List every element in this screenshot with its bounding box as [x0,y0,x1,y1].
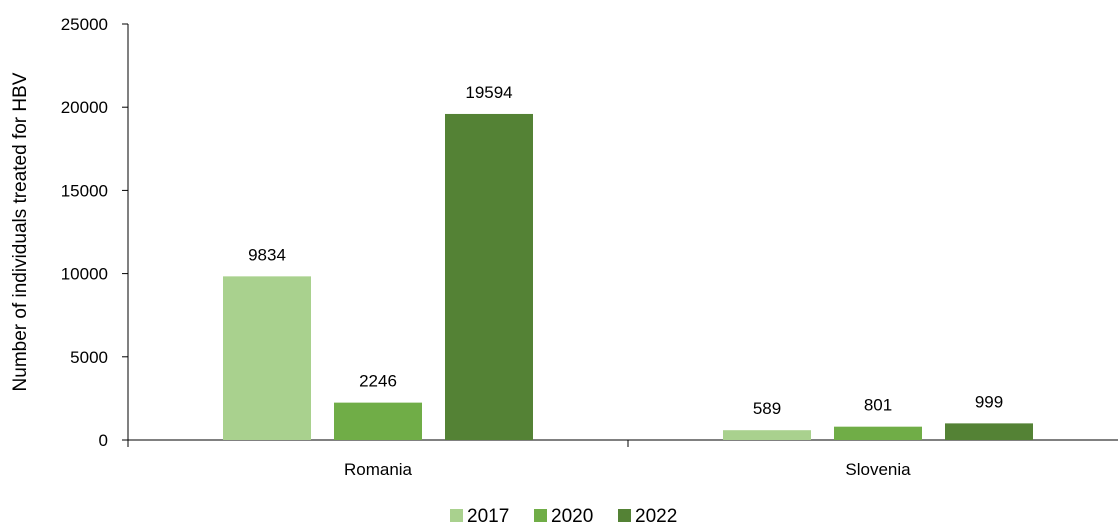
data-label: 9834 [248,245,286,264]
legend-label: 2022 [635,506,677,527]
bar-2020-romania[interactable] [334,402,422,440]
x-category-label: Slovenia [845,460,911,479]
data-label: 801 [864,396,892,415]
bar-2022-romania[interactable] [445,113,533,440]
bars [223,113,1033,440]
legend-label: 2020 [551,506,593,527]
y-axis: 0 5000 10000 15000 20000 25000 [61,15,129,450]
legend-swatch [534,509,547,522]
legend-swatch [618,509,631,522]
bar-2022-slovenia[interactable] [945,423,1033,440]
data-label: 589 [753,399,781,418]
y-tick-label: 10000 [61,265,108,284]
y-axis-title: Number of individuals treated for HBV [10,72,31,391]
legend-label: 2017 [467,506,509,527]
y-tick-label: 15000 [61,181,108,200]
x-category-label: Romania [344,460,413,479]
legend[interactable]: 2017 2020 2022 [450,506,677,527]
legend-item-2017[interactable]: 2017 [450,506,509,527]
y-tick-label: 0 [99,431,108,450]
data-label: 999 [975,392,1003,411]
legend-item-2020[interactable]: 2020 [534,506,593,527]
bar-2020-slovenia[interactable] [834,426,922,440]
x-axis: Romania Slovenia [127,439,1118,479]
data-labels: 9834 2246 19594 589 801 999 [248,83,1003,418]
y-tick-label: 5000 [70,348,108,367]
bar-2017-romania[interactable] [223,276,311,440]
legend-swatch [450,509,463,522]
y-tick-label: 25000 [61,15,108,34]
bar-2017-slovenia[interactable] [723,430,811,440]
data-label: 19594 [465,83,512,102]
legend-item-2022[interactable]: 2022 [618,506,677,527]
data-label: 2246 [359,372,397,391]
y-tick-label: 20000 [61,98,108,117]
